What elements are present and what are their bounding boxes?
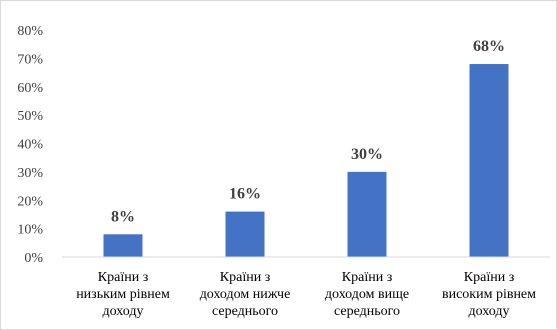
y-tick-label: 40%: [17, 138, 43, 153]
category-label-line: доходом нижче: [200, 287, 291, 302]
category-label-line: Країни з: [342, 270, 393, 285]
bar: [347, 171, 387, 257]
category-label-line: Країни з: [220, 270, 271, 285]
data-label: 68%: [473, 38, 505, 55]
category-label: Країни з високим рівнем доходу: [442, 270, 536, 319]
category-label-line: високим рівнем: [442, 287, 536, 302]
category-label-line: Країни з: [98, 270, 149, 285]
category-label-line: низьким рівнем: [76, 287, 170, 302]
y-tick-label: 0%: [24, 251, 43, 266]
data-labels: 8% 16% 30% 68%: [111, 38, 505, 225]
bars: [103, 64, 509, 257]
bar: [225, 211, 265, 257]
data-label: 8%: [111, 208, 135, 225]
y-tick-label: 60%: [17, 81, 43, 96]
y-tick-label: 50%: [17, 109, 43, 124]
y-tick-label: 30%: [17, 166, 43, 181]
category-label: Країни з доходом вище середнього: [325, 270, 409, 319]
category-label: Країни з доходом нижче середнього: [200, 270, 291, 319]
category-label: Країни з низьким рівнем доходу: [76, 270, 170, 319]
category-label-line: Країни з: [464, 270, 515, 285]
bar: [469, 64, 509, 257]
y-tick-label: 10%: [17, 223, 43, 238]
category-label-line: середнього: [212, 304, 278, 319]
data-label: 30%: [351, 146, 383, 163]
y-tick-label: 20%: [17, 194, 43, 209]
category-label-line: доходу: [103, 304, 144, 319]
category-label-line: середнього: [334, 304, 400, 319]
category-label-line: доходу: [469, 304, 510, 319]
y-axis-ticks: 0% 10% 20% 30% 40% 50% 60% 70% 80%: [17, 24, 43, 266]
category-labels: Країни з низьким рівнем доходу Країни з дохо…: [76, 270, 536, 319]
y-tick-label: 70%: [17, 52, 43, 67]
data-label: 16%: [229, 186, 261, 203]
category-label-line: доходом вище: [325, 287, 409, 302]
bar: [103, 234, 143, 257]
y-tick-label: 80%: [17, 24, 43, 39]
